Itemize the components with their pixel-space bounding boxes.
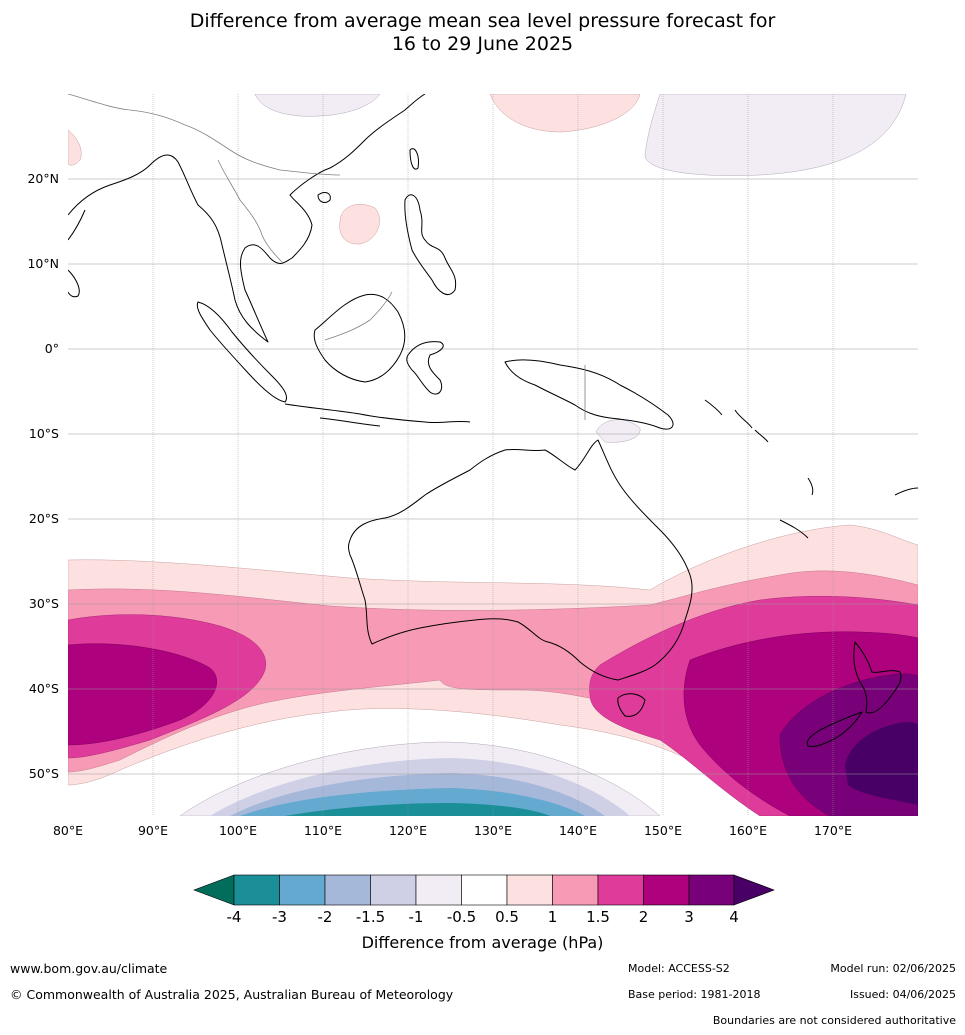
cb-tick: 4 <box>729 908 739 926</box>
coast-new-zealand-south <box>806 711 863 747</box>
border-borneo <box>324 291 393 341</box>
coast-india-east <box>68 209 86 298</box>
colorbar-bin-7 <box>506 874 553 906</box>
borders <box>68 94 586 420</box>
coast-hainan-taiwan <box>317 148 419 203</box>
cb-tick: 2 <box>639 908 649 926</box>
cb-tick: -4 <box>227 908 242 926</box>
model-run-text: Model run: 02/06/2025 <box>830 962 956 975</box>
lon-label-110e: 110°E <box>304 823 342 838</box>
colorbar-bin-10 <box>643 874 690 906</box>
anomaly-band-1.5 <box>68 595 918 816</box>
lon-label-150e: 150°E <box>644 823 682 838</box>
anomaly-blob-north-lavender <box>644 94 907 176</box>
coast-sulawesi <box>406 341 444 395</box>
lon-label-130e: 130°E <box>474 823 512 838</box>
colorbar-bin-4 <box>370 874 417 906</box>
colorbar-bin-6 <box>461 874 508 906</box>
anomaly-blob-west-pink <box>68 129 82 166</box>
anomaly-blob-northwest-lavender <box>254 94 381 117</box>
lon-label-90e: 90°E <box>138 823 168 838</box>
colorbar-bin-5 <box>415 874 462 906</box>
lat-label-50s: 50°S <box>29 766 59 781</box>
coast-java-nusa <box>284 403 471 427</box>
cb-tick: 3 <box>684 908 694 926</box>
cb-tick: 1 <box>548 908 558 926</box>
lon-label-140e: 140°E <box>559 823 597 838</box>
cb-tick: -2 <box>318 908 333 926</box>
anomaly-band-2 <box>68 631 918 816</box>
colorbar-ticks: -4 -3 -2 -1.5 -1 -0.5 0.5 1 1.5 2 3 4 <box>227 908 739 926</box>
colorbar-bin-11 <box>688 874 735 906</box>
latitude-labels: 20°N 10°N 0° 10°S 20°S 30°S 40°S 50°S <box>27 171 59 781</box>
coast-tasmania <box>617 693 646 717</box>
cb-tick: -3 <box>272 908 287 926</box>
lon-label-120e: 120°E <box>389 823 427 838</box>
anomaly-blob-north-pink <box>489 94 641 133</box>
colorbar-under-arrow <box>193 874 235 906</box>
colorbar-label: Difference from average (hPa) <box>361 933 604 952</box>
anomaly-blob-scs-pink <box>339 204 380 245</box>
colorbar-bin-8 <box>552 874 599 906</box>
lat-label-10s: 10°S <box>29 426 59 441</box>
lon-label-80e: 80°E <box>53 823 83 838</box>
cb-tick: -0.5 <box>447 908 476 926</box>
colorbar-bin-3 <box>324 874 371 906</box>
cb-tick: 0.5 <box>495 908 519 926</box>
title-line-2: 16 to 29 June 2025 <box>391 33 574 55</box>
coast-new-zealand-north <box>853 641 902 714</box>
graticule <box>68 94 918 816</box>
lon-label-170e: 170°E <box>814 823 852 838</box>
cb-tick: -1 <box>409 908 424 926</box>
colorbar-bin-1 <box>233 874 280 906</box>
disclaimer-text: Boundaries are not considered authoritat… <box>712 1014 956 1027</box>
lat-label-40s: 40°S <box>29 681 59 696</box>
coast-borneo <box>313 293 406 383</box>
cb-tick: -1.5 <box>356 908 385 926</box>
border-china-south <box>68 94 341 176</box>
coast-asia-mainland <box>68 94 426 343</box>
lon-label-100e: 100°E <box>219 823 257 838</box>
base-period-text: Base period: 1981-2018 <box>628 988 761 1001</box>
colorbar-over-arrow <box>733 874 775 906</box>
colorbar-bin-9 <box>597 874 644 906</box>
lat-label-20s: 20°S <box>29 511 59 526</box>
colorbar-bin-2 <box>279 874 326 906</box>
map-area <box>68 94 918 816</box>
coast-philippines <box>404 194 457 295</box>
lat-label-30s: 30°S <box>29 596 59 611</box>
cb-tick: 1.5 <box>586 908 610 926</box>
coast-sumatra <box>196 301 287 403</box>
website-link[interactable]: www.bom.gov.au/climate <box>10 961 168 976</box>
longitude-labels: 80°E 90°E 100°E 110°E 120°E 130°E 140°E … <box>53 823 852 838</box>
coast-new-guinea <box>504 359 674 430</box>
lon-label-160e: 160°E <box>729 823 767 838</box>
issued-text: Issued: 04/06/2025 <box>849 988 956 1001</box>
anomaly-blob-png-lavender <box>595 419 641 443</box>
coast-pacific-islands <box>704 399 918 539</box>
coast-australia <box>348 439 693 681</box>
border-mainland-sea <box>217 159 283 263</box>
lat-label-0: 0° <box>45 341 59 356</box>
anomaly-band-4 <box>845 722 918 805</box>
anomaly-band-neg-3 <box>285 803 550 816</box>
map-title: Difference from average mean sea level p… <box>0 10 965 56</box>
lat-label-10n: 10°N <box>27 256 59 271</box>
coastlines <box>68 94 918 747</box>
copyright-text: © Commonwealth of Australia 2025, Austra… <box>10 987 454 1002</box>
lat-label-20n: 20°N <box>27 171 59 186</box>
title-line-1: Difference from average mean sea level p… <box>189 10 776 32</box>
model-text: Model: ACCESS-S2 <box>628 962 730 975</box>
